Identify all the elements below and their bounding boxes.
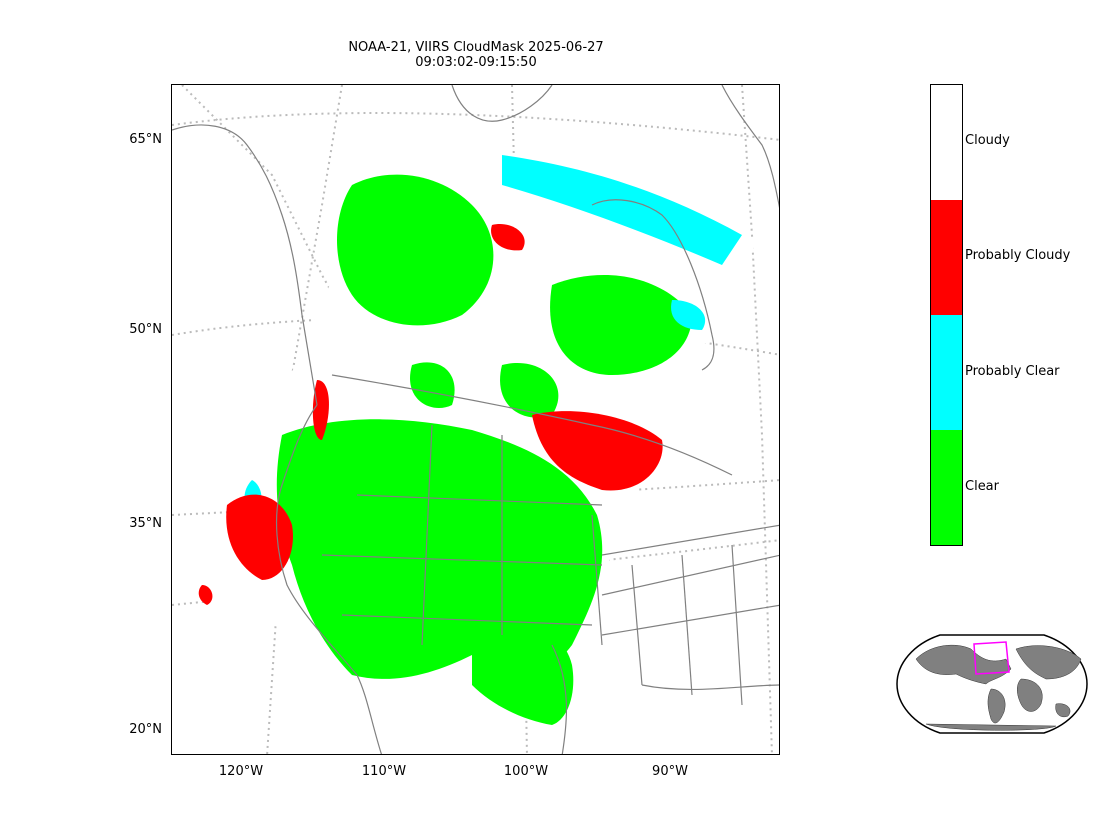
lon-label-90w: 90°W <box>652 764 688 779</box>
title-line-2: 09:03:02-09:15:50 <box>415 55 537 70</box>
lon-label-120w: 120°W <box>218 764 264 779</box>
swath-clear <box>276 174 692 725</box>
legend-label-clear: Clear <box>965 479 999 494</box>
lon-label-100w: 100°W <box>503 764 549 779</box>
figure-title: NOAA-21, VIIRS CloudMask 2025-06-27 09:0… <box>276 40 676 70</box>
colorbar-probably-clear <box>931 315 962 430</box>
legend-label-probably-clear: Probably Clear <box>965 364 1060 379</box>
world-locator-inset <box>896 634 1088 734</box>
colorbar-cloudy <box>931 85 962 200</box>
legend-label-cloudy: Cloudy <box>965 133 1010 148</box>
title-line-1: NOAA-21, VIIRS CloudMask 2025-06-27 <box>348 40 604 55</box>
inset-swath-footprint <box>973 641 1010 675</box>
colorbar-probably-cloudy <box>931 200 962 315</box>
map-canvas <box>172 85 779 754</box>
coastlines-borders <box>172 85 779 754</box>
lon-label-110w: 110°W <box>361 764 407 779</box>
inset-canvas <box>896 634 1088 734</box>
legend-label-probably-cloudy: Probably Cloudy <box>965 248 1071 263</box>
inset-land <box>915 644 1082 731</box>
lat-label-50: 50°N <box>129 322 162 337</box>
colorbar-clear <box>931 430 962 545</box>
cloud-mask-map <box>171 84 780 755</box>
lat-label-65: 65°N <box>129 132 162 147</box>
lat-label-35: 35°N <box>129 516 162 531</box>
colorbar <box>930 84 963 546</box>
lat-label-20: 20°N <box>129 722 162 737</box>
